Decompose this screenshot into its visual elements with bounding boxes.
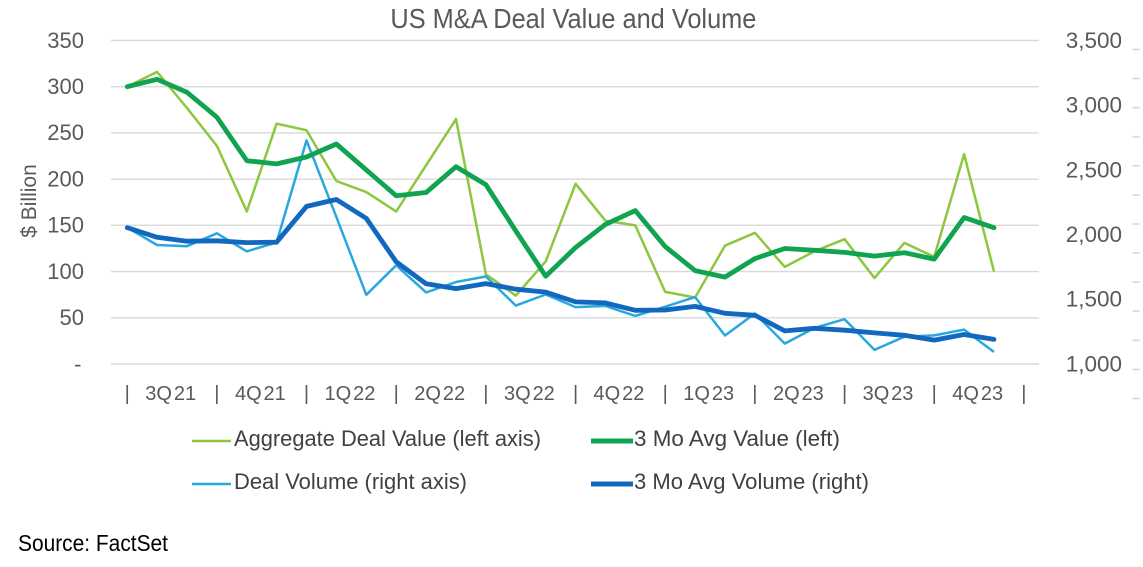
svg-text:Aggregate Deal Value (left axi: Aggregate Deal Value (left axis)	[234, 426, 541, 451]
svg-text:|: |	[394, 383, 399, 405]
svg-text:|: |	[932, 383, 937, 405]
svg-text:2,000: 2,000	[1066, 222, 1122, 247]
svg-text:4Q: 4Q	[952, 383, 979, 405]
svg-text:|: |	[573, 383, 578, 405]
svg-text:22: 22	[622, 383, 644, 405]
svg-text:3Q: 3Q	[863, 383, 890, 405]
svg-text:3Q: 3Q	[145, 383, 172, 405]
svg-text:3,500: 3,500	[1066, 28, 1122, 53]
svg-text:22: 22	[533, 383, 555, 405]
svg-text:1Q: 1Q	[325, 383, 352, 405]
svg-text:300: 300	[47, 74, 84, 99]
svg-text:3Q: 3Q	[504, 383, 531, 405]
svg-text:23: 23	[891, 383, 913, 405]
svg-text:|: |	[842, 383, 847, 405]
svg-text:350: 350	[47, 28, 84, 53]
svg-text:2Q: 2Q	[773, 383, 800, 405]
svg-text:1Q: 1Q	[683, 383, 710, 405]
svg-text:|: |	[1021, 383, 1026, 405]
svg-text:|: |	[304, 383, 309, 405]
svg-text:3 Mo Avg Volume (right): 3 Mo Avg Volume (right)	[634, 469, 869, 494]
svg-text:50: 50	[60, 305, 84, 330]
svg-text:23: 23	[712, 383, 734, 405]
svg-text:3 Mo Avg Value (left): 3 Mo Avg Value (left)	[634, 426, 840, 451]
svg-text:-: -	[74, 351, 81, 376]
svg-text:4Q: 4Q	[594, 383, 621, 405]
svg-text:1,000: 1,000	[1066, 351, 1122, 376]
svg-text:21: 21	[174, 383, 196, 405]
svg-text:150: 150	[47, 213, 84, 238]
svg-text:2Q: 2Q	[414, 383, 441, 405]
svg-text:2,500: 2,500	[1066, 157, 1122, 182]
svg-text:23: 23	[802, 383, 824, 405]
svg-text:22: 22	[353, 383, 375, 405]
svg-text:250: 250	[47, 120, 84, 145]
svg-text:$ Billion: $ Billion	[18, 164, 41, 238]
svg-text:|: |	[752, 383, 757, 405]
svg-text:200: 200	[47, 166, 84, 191]
svg-text:1,500: 1,500	[1066, 287, 1122, 312]
svg-text:4Q: 4Q	[235, 383, 262, 405]
svg-text:23: 23	[981, 383, 1003, 405]
svg-text:Source: FactSet: Source: FactSet	[18, 530, 169, 556]
svg-text:22: 22	[443, 383, 465, 405]
svg-text:|: |	[663, 383, 668, 405]
svg-text:|: |	[214, 383, 219, 405]
svg-text:|: |	[125, 383, 130, 405]
svg-text:21: 21	[263, 383, 285, 405]
svg-text:US M&A Deal Value and Volume: US M&A Deal Value and Volume	[390, 3, 756, 34]
svg-text:3,000: 3,000	[1066, 93, 1122, 118]
svg-text:Deal Volume (right axis): Deal Volume (right axis)	[234, 469, 467, 494]
svg-text:100: 100	[47, 259, 84, 284]
svg-text:|: |	[483, 383, 488, 405]
